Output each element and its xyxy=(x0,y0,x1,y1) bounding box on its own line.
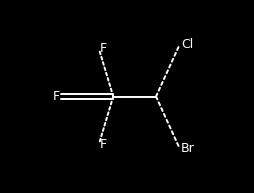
Text: Cl: Cl xyxy=(180,38,193,51)
Text: Br: Br xyxy=(180,142,194,155)
Text: F: F xyxy=(52,90,59,103)
Text: F: F xyxy=(100,138,107,151)
Text: F: F xyxy=(100,42,107,55)
